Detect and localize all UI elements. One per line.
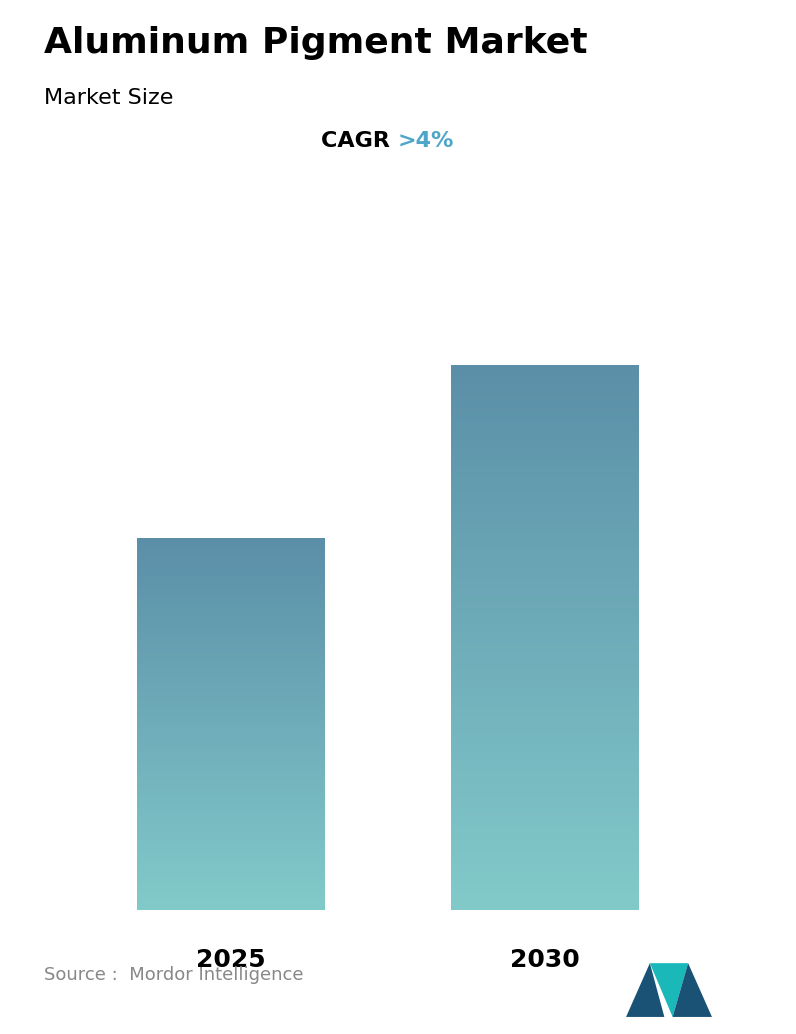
Text: >4%: >4% — [398, 131, 455, 151]
Text: 2030: 2030 — [510, 948, 580, 972]
Text: Market Size: Market Size — [44, 88, 174, 108]
Polygon shape — [650, 964, 688, 1017]
Polygon shape — [673, 964, 712, 1017]
Text: Source :  Mordor Intelligence: Source : Mordor Intelligence — [44, 967, 303, 984]
Text: Aluminum Pigment Market: Aluminum Pigment Market — [44, 26, 587, 60]
Polygon shape — [626, 964, 665, 1017]
Text: CAGR: CAGR — [322, 131, 398, 151]
Text: 2025: 2025 — [196, 948, 266, 972]
